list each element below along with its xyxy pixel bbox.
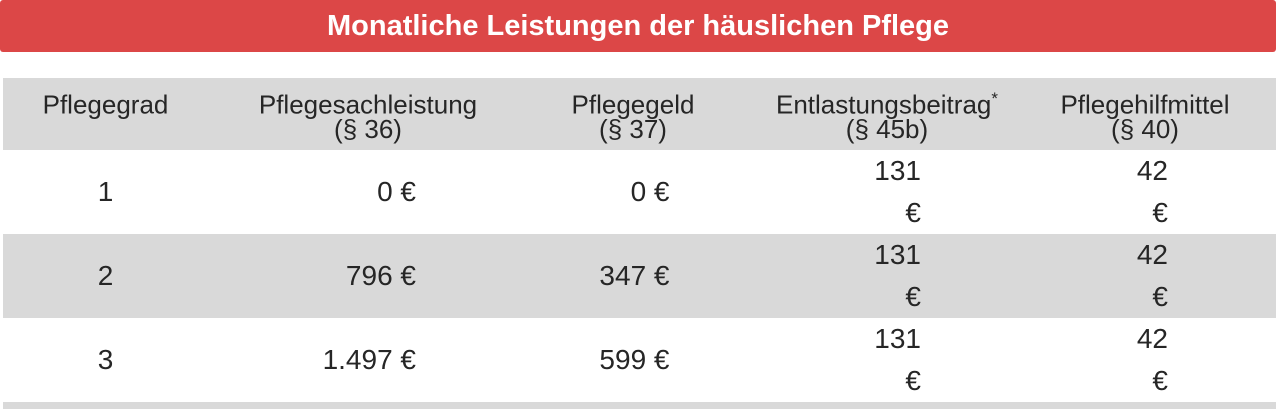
column-title: Entlastungsbeitrag* xyxy=(760,83,1014,120)
cell-pflegesachleistung: 1.497 € xyxy=(230,318,506,402)
column-paragraph: (§ 40) xyxy=(1111,114,1179,144)
cell-pflegesachleistung: 0 € xyxy=(230,150,506,234)
cell-pflegegrad: 3 xyxy=(97,344,114,375)
amount: 42 € xyxy=(1136,155,1168,228)
cell-pflegegeld: 800 € xyxy=(506,402,760,409)
cell-pflegegeld: 599 € xyxy=(506,318,760,402)
column-header-pflegegeld: Pflegegeld (§ 37) xyxy=(506,78,760,150)
amount: 131 € xyxy=(874,155,921,228)
cell-pflegehilfmittel: 42 € xyxy=(1014,318,1276,402)
amount: 131 € xyxy=(853,402,921,409)
amount: 599 € xyxy=(599,344,670,375)
benefits-table: Pflegegrad Pflegesachleistung (§ 36) Pfl… xyxy=(3,78,1276,409)
column-header-pflegesachleistung: Pflegesachleistung (§ 36) xyxy=(230,78,506,150)
column-asterisk: * xyxy=(991,89,998,108)
amount: 131 € xyxy=(874,323,921,396)
cell-pflegegeld: 0 € xyxy=(506,150,760,234)
page-title: Monatliche Leistungen der häuslichen Pfl… xyxy=(327,10,949,42)
amount: 1.497 € xyxy=(322,344,416,375)
column-header-pflegehilfmittel: Pflegehilfmittel (§ 40) xyxy=(1014,78,1276,150)
column-header-pflegegrad: Pflegegrad xyxy=(3,78,230,150)
cell-pflegegeld: 347 € xyxy=(506,234,760,318)
amount: 796 € xyxy=(345,260,416,291)
column-paragraph: (§ 36) xyxy=(334,114,402,144)
amount: 42 € xyxy=(1136,323,1168,396)
amount: 42 € xyxy=(1122,402,1168,409)
table-body: 1 0 € 0 € 131 € 42 € 2 796 € 347 € 131 €… xyxy=(3,150,1276,409)
header-row: Pflegegrad Pflegesachleistung (§ 36) Pfl… xyxy=(3,78,1276,150)
cell-pflegehilfmittel: 42 € xyxy=(1014,402,1276,409)
title-banner: Monatliche Leistungen der häuslichen Pfl… xyxy=(0,0,1276,52)
amount: 0 € xyxy=(377,176,416,207)
table-row-grade-3: 3 1.497 € 599 € 131 € 42 € xyxy=(3,318,1276,402)
cell-pflegehilfmittel: 42 € xyxy=(1014,150,1276,234)
cell-pflegegrad: 2 xyxy=(3,234,230,318)
table-header: Pflegegrad Pflegesachleistung (§ 36) Pfl… xyxy=(3,78,1276,150)
column-paragraph: (§ 45b) xyxy=(845,114,929,144)
column-title: Pflegegeld xyxy=(506,83,760,120)
column-title-text: Entlastungsbeitrag xyxy=(776,89,992,120)
column-title: Pflegesachleistung xyxy=(230,83,506,120)
column-title: Pflegegrad xyxy=(3,83,208,120)
cell-pflegehilfmittel: 42 € xyxy=(1014,234,1276,318)
cell-entlastungsbeitrag: 131 € xyxy=(760,318,1014,402)
amount: 0 € xyxy=(630,176,670,207)
column-paragraph: (§ 37) xyxy=(599,114,667,144)
cell-entlastungsbeitrag: 131 € xyxy=(760,150,1014,234)
column-title-text: Pflegegeld xyxy=(571,89,695,120)
table-row-grade-4: 4 1.859 € 800 € 131 € 42 € xyxy=(3,402,1276,409)
table-row-grade-1: 1 0 € 0 € 131 € 42 € xyxy=(3,150,1276,234)
column-title-text: Pflegegrad xyxy=(42,89,169,120)
column-title: Pflegehilfmittel xyxy=(1014,83,1276,120)
cell-pflegesachleistung: 796 € xyxy=(230,234,506,318)
amount: 131 € xyxy=(874,239,921,312)
column-header-entlastungsbeitrag: Entlastungsbeitrag* (§ 45b) xyxy=(760,78,1014,150)
cell-pflegegrad: 1 xyxy=(97,176,114,207)
column-title-text: Pflegehilfmittel xyxy=(1060,89,1230,120)
cell-entlastungsbeitrag: 131 € xyxy=(760,402,1014,409)
amount: 42 € xyxy=(1136,239,1168,312)
column-title-text: Pflegesachleistung xyxy=(258,89,478,120)
cell-pflegesachleistung: 1.859 € xyxy=(230,402,506,409)
table-row-grade-2: 2 796 € 347 € 131 € 42 € xyxy=(3,234,1276,318)
amount: 347 € xyxy=(599,260,670,291)
cell-pflegegrad: 4 xyxy=(3,402,230,409)
cell-entlastungsbeitrag: 131 € xyxy=(760,234,1014,318)
